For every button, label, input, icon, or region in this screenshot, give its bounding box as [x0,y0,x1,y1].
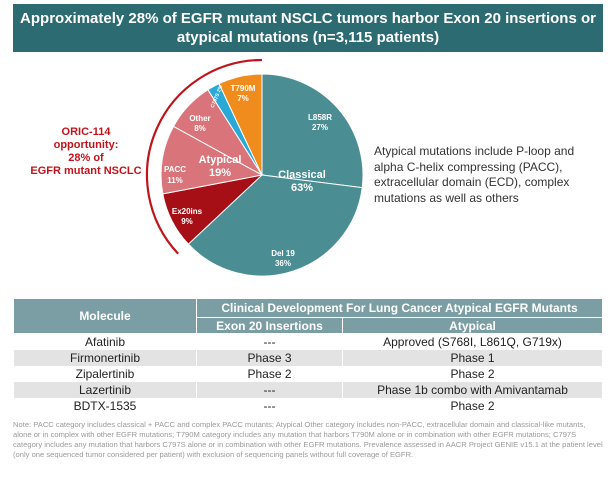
label-ex20ins-name: Ex20ins [172,207,203,216]
header-banner: Approximately 28% of EGFR mutant NSCLC t… [13,4,603,52]
label-t790m-name: T790M [231,84,256,93]
cell-atypical: Phase 2 [342,398,603,414]
table-row: Afatinib --- Approved (S768I, L861Q, G71… [13,333,603,350]
cell-exon20: Phase 2 [196,366,343,382]
cell-exon20: --- [196,333,343,350]
pie-slice-t790m [218,73,263,176]
table-row: Zipalertinib Phase 2 Phase 2 [13,366,603,382]
footnote: Note: PACC category includes classical +… [13,420,603,459]
cell-atypical: Approved (S768I, L861Q, G719x) [342,333,603,350]
pie-chart: T790M 7% C797S 2% L858R 27% Other 8% PAC… [30,58,364,277]
cell-exon20: --- [196,398,343,414]
atypical-callout: Atypical mutations include P-loop and al… [374,144,575,205]
opportunity-line-3: 28% of [68,152,104,164]
label-atypical-pct: 19% [209,167,231,179]
atypical-bracket [145,58,263,255]
table-row: BDTX-1535 --- Phase 2 [13,398,603,414]
cell-atypical: Phase 2 [342,366,603,382]
cell-atypical: Phase 1b combo with Amivantamab [342,382,603,398]
label-pacc-pct: 11% [167,176,183,185]
col-exon20: Exon 20 Insertions [196,317,343,334]
header-line-2: atypical mutations (n=3,115 patients) [176,29,440,46]
col-molecule: Molecule [13,298,197,334]
label-other-pct: 8% [194,124,206,133]
cell-molecule: Afatinib [13,333,197,350]
table-row: Firmonertinib Phase 3 Phase 1 [13,350,603,366]
label-t790m-pct: 7% [237,94,249,103]
label-del19-pct: 36% [275,259,291,268]
cell-molecule: BDTX-1535 [13,398,197,414]
group-header: Clinical Development For Lung Cancer Aty… [196,298,603,318]
table-row: Lazertinib --- Phase 1b combo with Amiva… [13,382,603,398]
label-classical-name: Classical [278,169,326,181]
cell-exon20: --- [196,382,343,398]
label-l858r-pct: 27% [312,123,328,132]
pie-slice-del19 [187,174,363,277]
label-pacc-name: PACC [164,165,186,174]
label-atypical-name: Atypical [199,154,242,166]
opportunity-line-2: opportunity: [54,139,119,151]
opportunity-line-1: ORIC-114 [62,126,112,138]
cell-molecule: Lazertinib [13,382,197,398]
clinical-development-table: Molecule Clinical Development For Lung C… [13,298,603,414]
cell-atypical: Phase 1 [342,350,603,366]
label-classical-pct: 63% [291,182,313,194]
label-other-name: Other [189,114,210,123]
cell-molecule: Zipalertinib [13,366,197,382]
label-ex20ins-pct: 9% [181,217,193,226]
col-atypical: Atypical [342,317,603,334]
header-line-1: Approximately 28% of EGFR mutant NSCLC t… [20,10,596,27]
cell-exon20: Phase 3 [196,350,343,366]
pie-slice-l858r [261,73,364,189]
label-del19-name: Del 19 [271,249,295,258]
opportunity-line-4: EGFR mutant NSCLC [30,165,141,177]
cell-molecule: Firmonertinib [13,350,197,366]
label-l858r-name: L858R [308,113,332,122]
pie-slice-pacc [160,125,264,195]
